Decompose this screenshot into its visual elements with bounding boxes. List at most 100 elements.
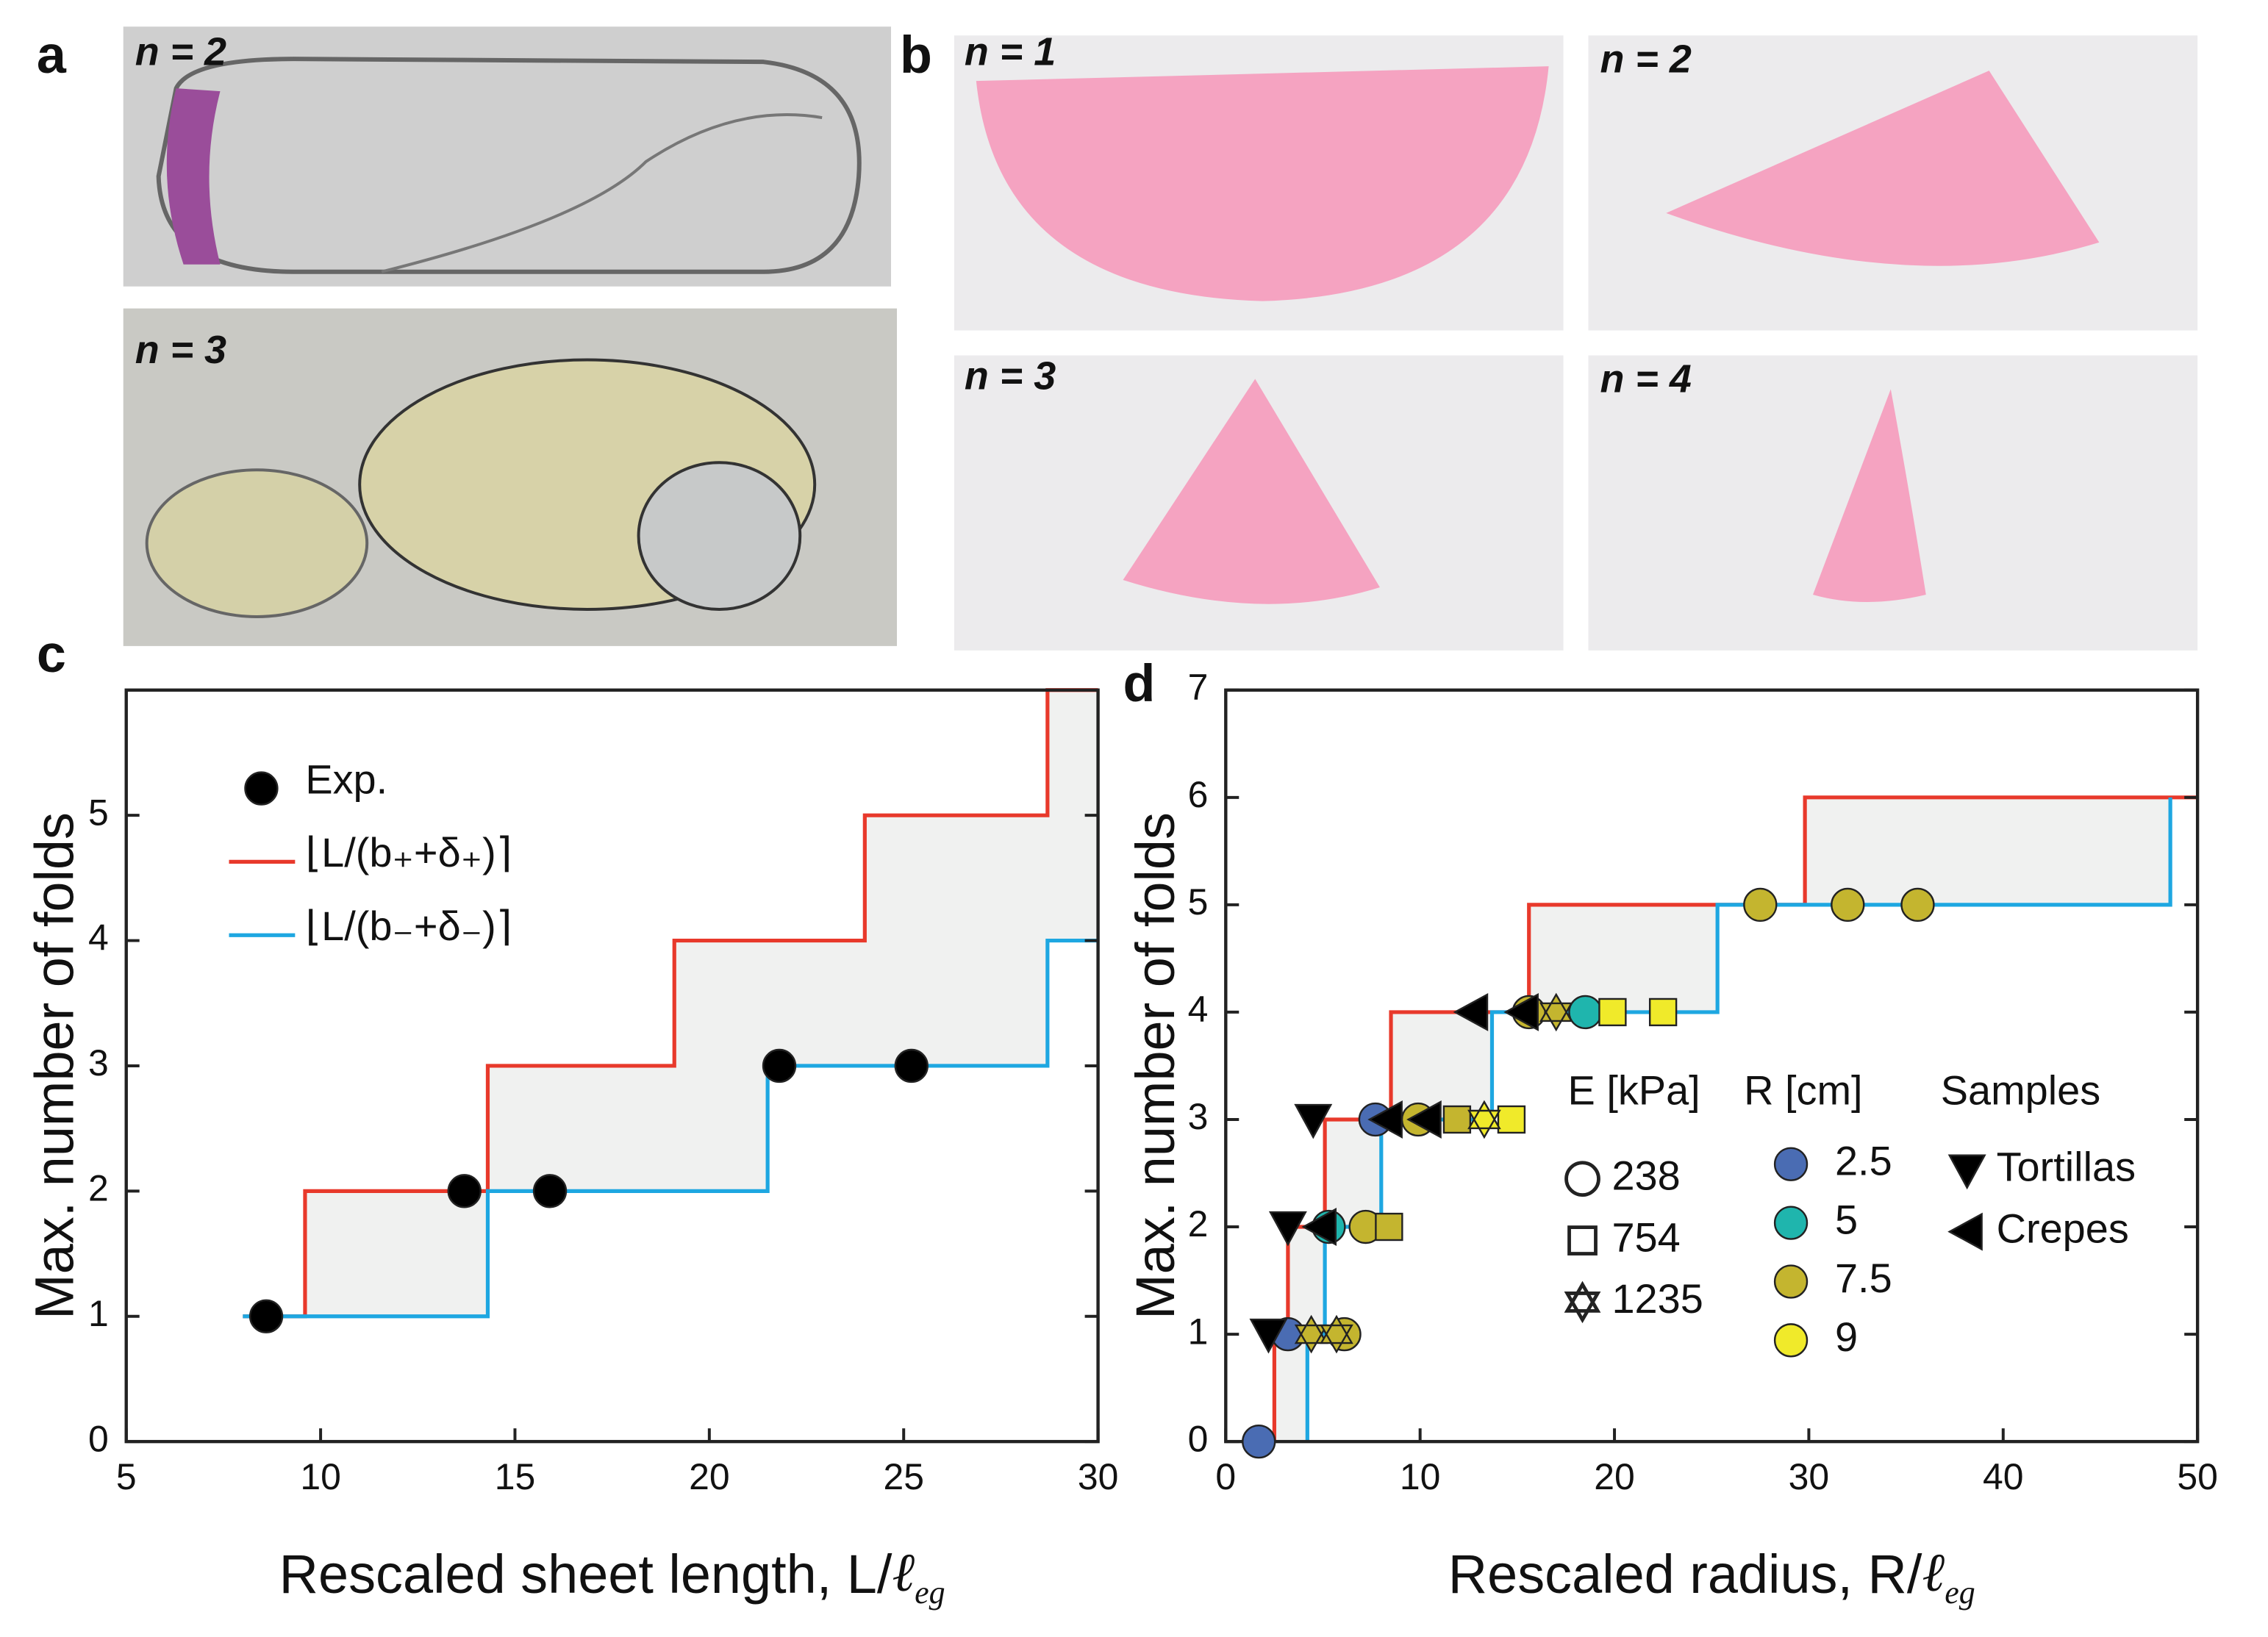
marker-square <box>1442 1105 1472 1134</box>
marker-circle <box>1773 1147 1809 1181</box>
photo-label: n = 1 <box>965 29 1056 74</box>
legend-label: Tortillas <box>1997 1143 2136 1189</box>
x-tick-label: 30 <box>1789 1456 1830 1497</box>
photo-label: n = 4 <box>1600 357 1691 401</box>
x-tick-label: 25 <box>883 1456 924 1497</box>
y-tick-label: 2 <box>88 1168 109 1209</box>
marker-triangle-down <box>1268 1211 1307 1247</box>
x-tick-label: 40 <box>1983 1456 2024 1497</box>
legend-title: R [cm] <box>1744 1067 1862 1114</box>
x-tick-label: 0 <box>1215 1456 1236 1497</box>
y-tick-label: 1 <box>88 1293 109 1334</box>
marker-circle <box>1773 1264 1809 1299</box>
marker-star <box>1294 1314 1328 1354</box>
legend-title: E [kPa] <box>1568 1067 1700 1114</box>
legend-label: ⌊L/(b₊+δ₊)⌉ <box>305 829 512 875</box>
x-axis-label-symbol: ℓ <box>1922 1542 1945 1602</box>
x-axis-label-sub: eg <box>1945 1575 1975 1611</box>
legend-label: ⌊L/(b₋+δ₋)⌉ <box>305 903 512 949</box>
marker-circle <box>1773 1206 1809 1240</box>
marker-square <box>1598 997 1627 1027</box>
legend-label: 1235 <box>1611 1275 1703 1322</box>
y-tick-label: 3 <box>1188 1096 1209 1137</box>
plot-frame <box>1224 688 2200 1444</box>
marker-triangle-left <box>1503 992 1539 1031</box>
marker-circle <box>1743 887 1778 923</box>
band-fill <box>1274 797 2198 1442</box>
sheet <box>1813 389 1926 602</box>
marker-circle <box>1242 1424 1276 1459</box>
legend-label: 5 <box>1835 1196 1858 1242</box>
marker-circle <box>248 1299 284 1333</box>
x-tick-label: 10 <box>1400 1456 1441 1497</box>
marker-star <box>1564 1280 1601 1324</box>
photo-label: n = 2 <box>135 29 226 74</box>
panel-label: d <box>1123 654 1156 713</box>
legend-label: 238 <box>1611 1152 1680 1198</box>
y-tick-label: 7 <box>1188 667 1209 708</box>
marker-circle <box>447 1174 482 1208</box>
y-tick-label: 5 <box>1188 881 1209 923</box>
marker-circle <box>1900 887 1935 923</box>
marker-circle <box>244 771 279 806</box>
panel-label: a <box>37 26 67 85</box>
marker-star <box>1320 1314 1353 1354</box>
marker-star <box>1539 992 1573 1032</box>
y-tick-label: 4 <box>88 917 109 959</box>
marker-circle <box>762 1048 797 1083</box>
photos <box>123 26 2198 651</box>
marker-triangle-left <box>1301 1208 1337 1247</box>
x-axis-label: Rescaled sheet length, L/ℓeg <box>279 1542 945 1611</box>
marker-square <box>1648 997 1678 1027</box>
x-axis-label-text: Rescaled radius, R/ <box>1448 1543 1922 1604</box>
sheet <box>1666 71 2100 266</box>
marker-triangle-down <box>1947 1154 1986 1190</box>
x-axis-label-sub: eg <box>915 1575 945 1611</box>
marker-triangle-left <box>1406 1100 1442 1139</box>
sheet <box>1123 379 1380 604</box>
x-tick-label: 5 <box>116 1456 137 1497</box>
marker-circle <box>1564 1161 1600 1197</box>
x-tick-label: 20 <box>1594 1456 1635 1497</box>
photo-label: n = 3 <box>965 354 1056 398</box>
photo <box>123 26 892 287</box>
legend-label: 7.5 <box>1835 1255 1892 1301</box>
y-tick-label: 0 <box>88 1418 109 1459</box>
panel-label: b <box>900 26 932 85</box>
marker-triangle-left <box>1453 992 1489 1031</box>
band-fill <box>243 689 1098 1317</box>
marker-circle <box>1568 995 1603 1030</box>
marker-star <box>1467 1100 1501 1139</box>
x-tick-label: 20 <box>689 1456 730 1497</box>
y-tick-label: 3 <box>88 1042 109 1083</box>
legend-label: 754 <box>1611 1214 1680 1260</box>
y-tick-label: 2 <box>1188 1203 1209 1244</box>
marker-circle <box>532 1174 568 1208</box>
legend-title: Samples <box>1941 1067 2100 1114</box>
marker-circle <box>894 1048 929 1083</box>
marker-triangle-down <box>1249 1318 1288 1354</box>
marker-square <box>1497 1105 1526 1134</box>
marker-square <box>1375 1212 1403 1242</box>
strip <box>381 113 823 273</box>
photo-label: n = 2 <box>1600 37 1691 81</box>
sheet <box>976 66 1549 301</box>
legend-label: 2.5 <box>1835 1138 1892 1184</box>
y-tick-label: 6 <box>1188 774 1209 815</box>
marker-circle <box>1831 887 1865 923</box>
x-tick-label: 30 <box>1078 1456 1119 1497</box>
y-tick-label: 5 <box>88 792 109 833</box>
x-tick-label: 10 <box>300 1456 341 1497</box>
marker-triangle-left <box>1947 1212 1983 1251</box>
x-axis-label-symbol: ℓ <box>892 1542 915 1602</box>
x-axis-label: Rescaled radius, R/ℓeg <box>1448 1542 1975 1611</box>
y-tick-label: 1 <box>1188 1311 1209 1352</box>
y-tick-label: 4 <box>1188 989 1209 1030</box>
y-axis-label: Max. number of folds <box>24 812 85 1319</box>
step-line <box>243 938 1098 1319</box>
step-line <box>243 688 1098 1319</box>
legend-label: Crepes <box>1997 1205 2129 1251</box>
legend-label: Exp. <box>305 756 387 802</box>
strip <box>145 468 369 618</box>
